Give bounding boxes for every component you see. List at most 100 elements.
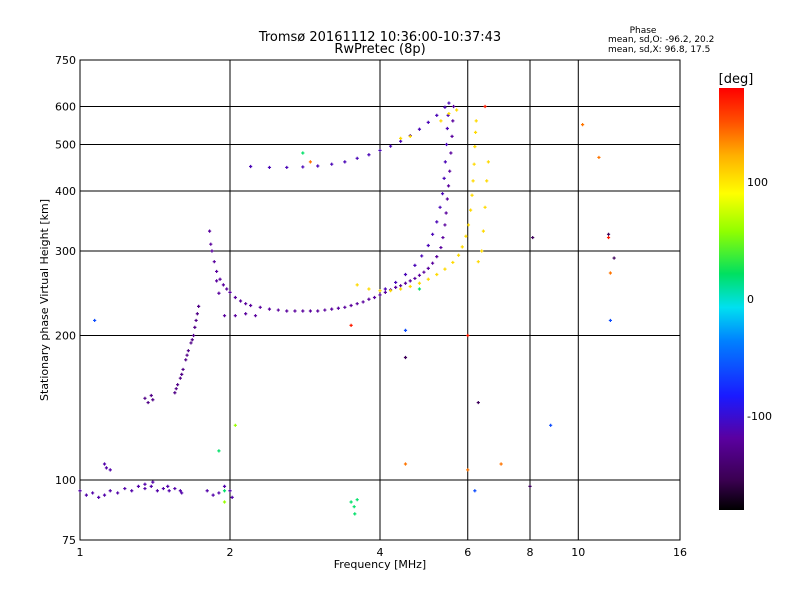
data-point: [473, 130, 478, 134]
data-point: [293, 309, 297, 313]
data-point: [403, 281, 408, 285]
x-tick-label: 1: [77, 546, 84, 559]
data-point: [178, 489, 182, 493]
data-point: [166, 484, 170, 488]
data-point: [443, 267, 447, 271]
stats-line-o: mean, sd,O: -96.2, 20.2: [608, 35, 714, 45]
stats-heading: Phase: [630, 26, 657, 36]
data-point: [531, 235, 535, 240]
data-point: [195, 312, 199, 316]
data-point: [485, 179, 489, 183]
data-point: [155, 489, 160, 493]
x-tick-label: 6: [464, 546, 471, 559]
data-point: [451, 260, 455, 265]
data-point: [580, 123, 585, 127]
data-point: [244, 312, 248, 316]
data-point: [481, 229, 485, 233]
data-point: [455, 108, 459, 112]
data-point: [448, 169, 452, 173]
data-point: [355, 156, 359, 160]
data-point: [249, 164, 253, 169]
data-point: [451, 104, 456, 109]
data-point: [420, 254, 424, 258]
data-point: [161, 486, 165, 491]
data-point: [186, 349, 190, 353]
data-point: [217, 291, 221, 295]
data-point: [378, 148, 382, 153]
y-tick-label: 400: [55, 185, 76, 198]
y-tick-label: 500: [55, 139, 76, 152]
data-point: [336, 306, 340, 310]
data-point: [443, 160, 447, 164]
data-point: [472, 162, 476, 166]
data-point: [349, 500, 353, 504]
data-point: [238, 299, 243, 303]
data-point: [136, 484, 141, 488]
data-point: [483, 205, 487, 209]
data-point: [355, 302, 359, 306]
data-point: [399, 284, 403, 288]
data-point: [608, 318, 613, 323]
data-point: [426, 277, 430, 281]
data-point: [471, 179, 475, 183]
data-point: [276, 308, 280, 312]
data-point: [217, 491, 221, 495]
data-point: [151, 398, 155, 402]
y-axis-label: Stationary phase Virtual Height [km]: [38, 199, 51, 401]
data-point: [349, 303, 353, 308]
data-point: [176, 383, 180, 387]
x-tick-label: 10: [571, 546, 585, 559]
data-point: [194, 318, 198, 323]
data-point: [301, 165, 305, 169]
data-point: [211, 493, 215, 497]
data-point: [486, 160, 490, 164]
data-point: [426, 266, 430, 270]
data-point: [417, 287, 422, 291]
data-point: [439, 245, 443, 250]
data-point: [355, 498, 359, 502]
data-point: [343, 160, 347, 164]
data-point: [417, 281, 422, 285]
data-point: [230, 495, 234, 500]
data-point: [285, 309, 289, 313]
data-point: [435, 113, 439, 117]
data-point: [193, 325, 197, 329]
data-point: [417, 273, 422, 277]
data-point: [408, 279, 412, 283]
data-point: [222, 500, 227, 504]
data-point: [102, 462, 107, 466]
data-point: [258, 305, 262, 309]
data-point: [435, 255, 439, 259]
data-point: [470, 193, 474, 197]
data-point: [361, 300, 365, 304]
data-point: [130, 489, 134, 493]
data-point: [480, 249, 484, 253]
y-tick-label: 300: [55, 245, 76, 258]
data-point: [330, 162, 334, 166]
data-point: [116, 491, 120, 495]
data-point: [372, 295, 377, 300]
data-point: [108, 468, 112, 472]
data-point: [151, 480, 155, 484]
stats-line-x: mean, sd,X: 96.8, 17.5: [608, 45, 710, 55]
data-point: [222, 484, 227, 488]
data-point: [210, 249, 214, 253]
data-point: [466, 223, 471, 227]
data-point: [466, 468, 470, 472]
data-point: [349, 323, 353, 327]
x-tick-label: 8: [527, 546, 534, 559]
data-point: [394, 285, 398, 289]
plot-area: 1 2 4 6 8 10 16 75 100 200 300 400 500 600 750: [55, 54, 687, 559]
y-tick-label: 100: [55, 474, 76, 487]
data-point: [97, 495, 101, 500]
data-point: [316, 164, 320, 168]
data-point: [184, 358, 188, 362]
data-point: [426, 243, 430, 248]
data-point: [403, 355, 408, 360]
data-point: [528, 484, 532, 488]
x-tick-label: 2: [227, 546, 234, 559]
data-point: [149, 484, 153, 488]
data-point: [413, 276, 417, 281]
data-point: [438, 205, 442, 209]
